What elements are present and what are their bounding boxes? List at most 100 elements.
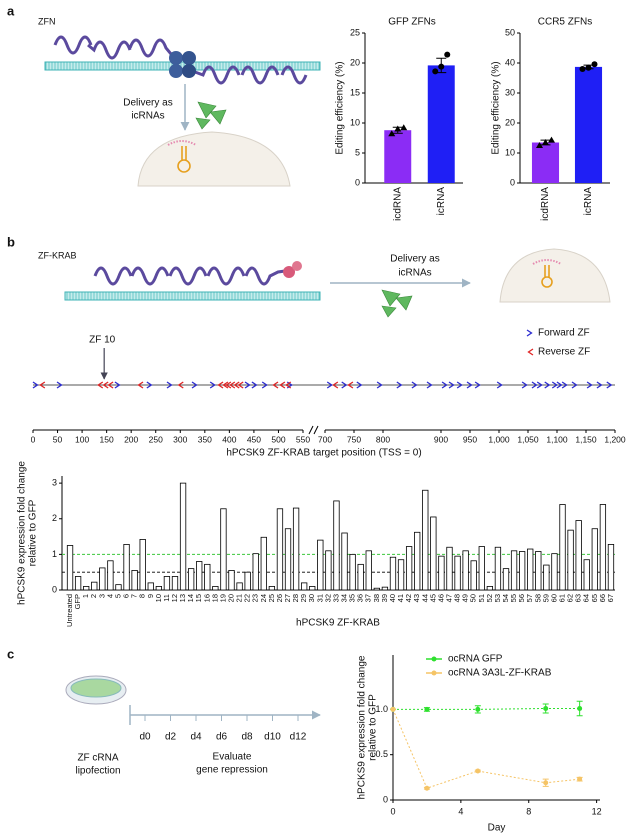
bar (171, 576, 179, 591)
bar (591, 528, 598, 591)
x-tick-label: 500 (271, 434, 285, 444)
zf-site (466, 381, 473, 389)
zf-site (209, 381, 216, 389)
y-tick-label: 0 (510, 177, 515, 187)
delivery-text: icRNAs (398, 268, 431, 279)
data-point (475, 768, 481, 774)
chart-title: GFP ZFNs (388, 17, 436, 28)
x-tick-label: 300 (173, 434, 187, 444)
diagram-label: ZFN (38, 16, 56, 26)
y-tick-label: 10 (350, 117, 360, 127)
data-point (424, 785, 430, 791)
y-tick-label: 10 (505, 147, 515, 157)
zf-site (32, 381, 39, 389)
delivery-text: Delivery as (123, 98, 172, 109)
bar (163, 576, 171, 591)
bar (260, 536, 267, 591)
bar (179, 482, 187, 591)
x-tick-label: 44 (420, 594, 429, 602)
nuclease (169, 51, 183, 65)
zf-site (456, 381, 463, 389)
y-tick-label: 0 (355, 177, 360, 187)
x-tick-label: 4 (458, 806, 463, 816)
bar (349, 553, 356, 591)
series-line (392, 709, 580, 789)
x-tick-label: 59 (541, 594, 550, 602)
x-tick-label: 50 (469, 594, 478, 602)
chart-title: CCR5 ZFNs (538, 17, 592, 28)
y-tick-label: 30 (505, 87, 515, 97)
zf-site (225, 381, 232, 389)
zf-site (426, 381, 433, 389)
x-tick-label: 43 (412, 594, 421, 602)
x-tick-label: 62 (566, 594, 575, 602)
bar (74, 576, 82, 591)
data-point (577, 705, 583, 711)
zf-site (347, 381, 354, 389)
bar (535, 551, 542, 591)
zf-site (341, 381, 348, 389)
x-tick-label: 65 (590, 594, 599, 602)
bar (559, 504, 566, 591)
x-tick-label: 54 (501, 594, 510, 602)
krab (292, 261, 302, 271)
timeline-end: Evaluate (213, 752, 252, 763)
x-tick-label: 23 (251, 594, 260, 602)
bar (607, 544, 615, 591)
bar (478, 546, 485, 591)
y-tick-label: 0 (52, 584, 57, 594)
bar (91, 581, 98, 591)
timeline: ZF cRNA lipofection Evaluate gene repres… (65, 675, 321, 777)
timeline-start: lipofection (75, 766, 120, 777)
series-line (393, 707, 580, 710)
x-tick-label: 26 (275, 594, 284, 602)
x-tick-label: 950 (463, 434, 477, 444)
bar (462, 550, 469, 591)
bar (196, 561, 203, 591)
x-tick-label: 28 (291, 594, 300, 602)
bar (341, 532, 348, 591)
rna-particles (381, 289, 413, 318)
x-tick-label: 30 (307, 594, 316, 602)
legend-label: ocRNA GFP (448, 654, 503, 665)
x-tick-label: 12 (592, 806, 602, 816)
data-point (536, 142, 543, 148)
x-tick-label: 13 (178, 594, 187, 602)
x-tick-label: 53 (493, 594, 502, 602)
x-tick-label: 4 (105, 594, 114, 598)
bar (139, 539, 146, 591)
bar (365, 550, 372, 591)
zf-site (586, 381, 593, 389)
bar (292, 507, 300, 591)
panel-label: c (7, 646, 14, 661)
x-tick-label: 900 (434, 434, 448, 444)
bar (187, 568, 195, 591)
x-tick-label: 5 (113, 594, 122, 598)
zf-site (531, 381, 538, 389)
bar (212, 586, 219, 591)
zf-site (137, 381, 144, 389)
x-tick-label: 250 (149, 434, 163, 444)
x-tick-label: GFP (73, 594, 82, 609)
x-tick-label: 1,050 (517, 434, 539, 444)
nuclease (169, 64, 183, 78)
data-point (475, 706, 481, 712)
x-tick-label: 47 (444, 594, 453, 602)
x-tick-label: 21 (235, 594, 244, 602)
protein (194, 65, 308, 85)
x-tick-label: 100 (75, 434, 89, 444)
y-axis-label: hPCKS9 expression fold change (357, 655, 368, 799)
data-point (438, 63, 445, 70)
x-tick-label: 24 (259, 594, 268, 602)
x-tick-label: 350 (198, 434, 212, 444)
x-tick-label: 40 (388, 594, 397, 602)
x-tick-label: 38 (372, 594, 381, 602)
axis-break (308, 425, 319, 435)
x-tick-label: 58 (533, 594, 542, 602)
data-point (577, 776, 583, 782)
y-tick-label: 50 (505, 27, 515, 37)
y-tick-label: 5 (355, 147, 360, 157)
zf-site (251, 381, 258, 389)
x-tick-label: 20 (226, 594, 235, 602)
